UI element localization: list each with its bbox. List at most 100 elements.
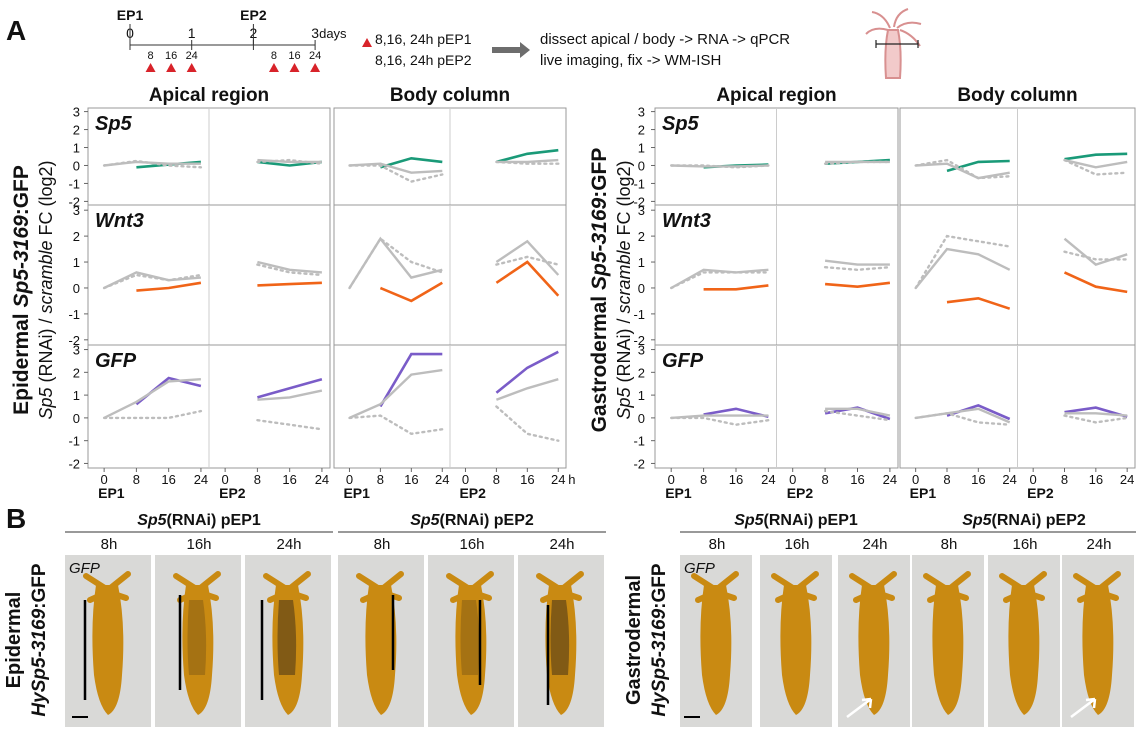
timepoint-label: 8h: [709, 536, 726, 553]
x-unit: h: [568, 472, 575, 487]
data-line: [495, 350, 559, 394]
reference-line: [1063, 414, 1129, 424]
x-tick-label: 0: [912, 472, 919, 487]
group-header: Sp5(RNAi) pEP2: [410, 512, 534, 529]
hour-label: 24: [309, 50, 321, 62]
y-tick-label: 0: [638, 411, 645, 426]
y-tick-label: -1: [68, 434, 80, 449]
text-part: HySp5-3169: [649, 608, 670, 716]
sampling-marker: [310, 63, 321, 72]
window-label: EP2: [1027, 485, 1054, 501]
x-tick-label: 24: [761, 472, 775, 487]
reference-line: [671, 414, 769, 420]
text-part: Sp5: [137, 512, 167, 529]
hydra-tentacles: [173, 571, 221, 603]
reference-line: [1063, 158, 1129, 176]
text-part: :GFP: [588, 148, 611, 198]
column-title: Body column: [390, 85, 510, 106]
reference-line: [1063, 250, 1129, 261]
reference-line: [348, 236, 443, 289]
x-tick-label: 24: [1120, 472, 1134, 487]
workflow-text: live imaging, fix -> WM-ISH: [540, 52, 721, 69]
x-tick-label: 16: [850, 472, 864, 487]
group-header: Sp5(RNAi) pEP1: [734, 512, 858, 529]
ep-label: EP2: [240, 7, 267, 23]
x-tick-label: 8: [943, 472, 950, 487]
x-tick-label: 16: [1089, 472, 1103, 487]
y-tick-label: 2: [638, 229, 645, 244]
reference-line: [349, 162, 443, 174]
reference-line: [496, 158, 559, 164]
data-line: [379, 281, 443, 303]
day-label: 3: [311, 25, 319, 41]
row-sublabel: HySp5-3169:GFP: [649, 563, 670, 716]
column-title: Apical region: [149, 85, 269, 106]
y-tick-label: -2: [633, 194, 645, 209]
hour-label: 8: [271, 50, 277, 62]
timepoint-label: 24h: [862, 536, 887, 553]
data-line: [946, 296, 1011, 310]
reference-line: [102, 409, 203, 420]
y-tick-label: 3: [638, 105, 645, 120]
y-tick-label: 3: [73, 105, 80, 120]
measure-bar: [875, 40, 919, 48]
reference-line: [103, 271, 201, 290]
timepoint-label: 16h: [459, 536, 484, 553]
text-part: (RNAi) pEP2: [992, 512, 1086, 529]
ep-label: EP1: [117, 7, 144, 23]
text-part: Sp5: [734, 512, 764, 529]
reference-line: [914, 412, 1011, 426]
hydra-tentacles: [356, 571, 404, 603]
hour-label: 16: [165, 50, 177, 62]
y-tick-label: -2: [633, 456, 645, 471]
reference-line: [102, 159, 203, 169]
reference-line: [257, 260, 322, 274]
reference-line: [495, 405, 560, 442]
hydra-tentacles: [849, 571, 897, 603]
reference-line: [256, 158, 324, 165]
x-tick-label: 0: [346, 472, 353, 487]
text-part: Gastrodermal: [588, 290, 611, 432]
text-part: Sp5: [614, 387, 634, 420]
data-line: [136, 281, 202, 292]
data-line: [495, 260, 560, 297]
reference-line: [256, 419, 324, 431]
x-tick-label: 0: [462, 472, 469, 487]
reference-line: [825, 407, 891, 417]
data-line: [257, 377, 323, 399]
text-part: :GFP: [29, 563, 50, 609]
hour-label: 8: [148, 50, 154, 62]
x-tick-label: 16: [729, 472, 743, 487]
gfp-signal: [187, 600, 207, 675]
text-part: :GFP: [10, 165, 33, 215]
hydra-tentacles: [691, 571, 739, 603]
text-part: (RNAi) /: [614, 314, 634, 388]
text-part: Sp5: [36, 387, 56, 420]
data-line: [703, 407, 769, 419]
x-tick-label: 24: [194, 472, 208, 487]
gfp-signal: [550, 600, 570, 675]
text-part: Epidermal: [10, 308, 33, 415]
pointer-arrow: [1070, 697, 1097, 718]
reference-line: [348, 414, 444, 436]
y-tick-label: 0: [73, 158, 80, 173]
text-part: scramble: [36, 240, 56, 313]
timepoint-label: 16h: [784, 536, 809, 553]
x-tick-label: 8: [377, 472, 384, 487]
workflow-text: dissect apical / body -> RNA -> qPCR: [540, 31, 790, 48]
timepoint-label: 24h: [276, 536, 301, 553]
reference-line: [914, 247, 1011, 289]
reference-line: [256, 263, 324, 277]
text-part: scramble: [614, 240, 634, 313]
x-tick-label: 16: [971, 472, 985, 487]
data-line: [1064, 152, 1128, 161]
text-part: Sp5: [410, 512, 440, 529]
x-tick-label: 24: [883, 472, 897, 487]
row-label: Epidermal: [3, 592, 25, 689]
row-label: GFP: [95, 350, 137, 372]
window-label: EP2: [787, 485, 814, 501]
hydra-sketch: [865, 8, 922, 79]
group-header: Sp5(RNAi) pEP1: [137, 512, 261, 529]
data-line: [496, 148, 559, 164]
